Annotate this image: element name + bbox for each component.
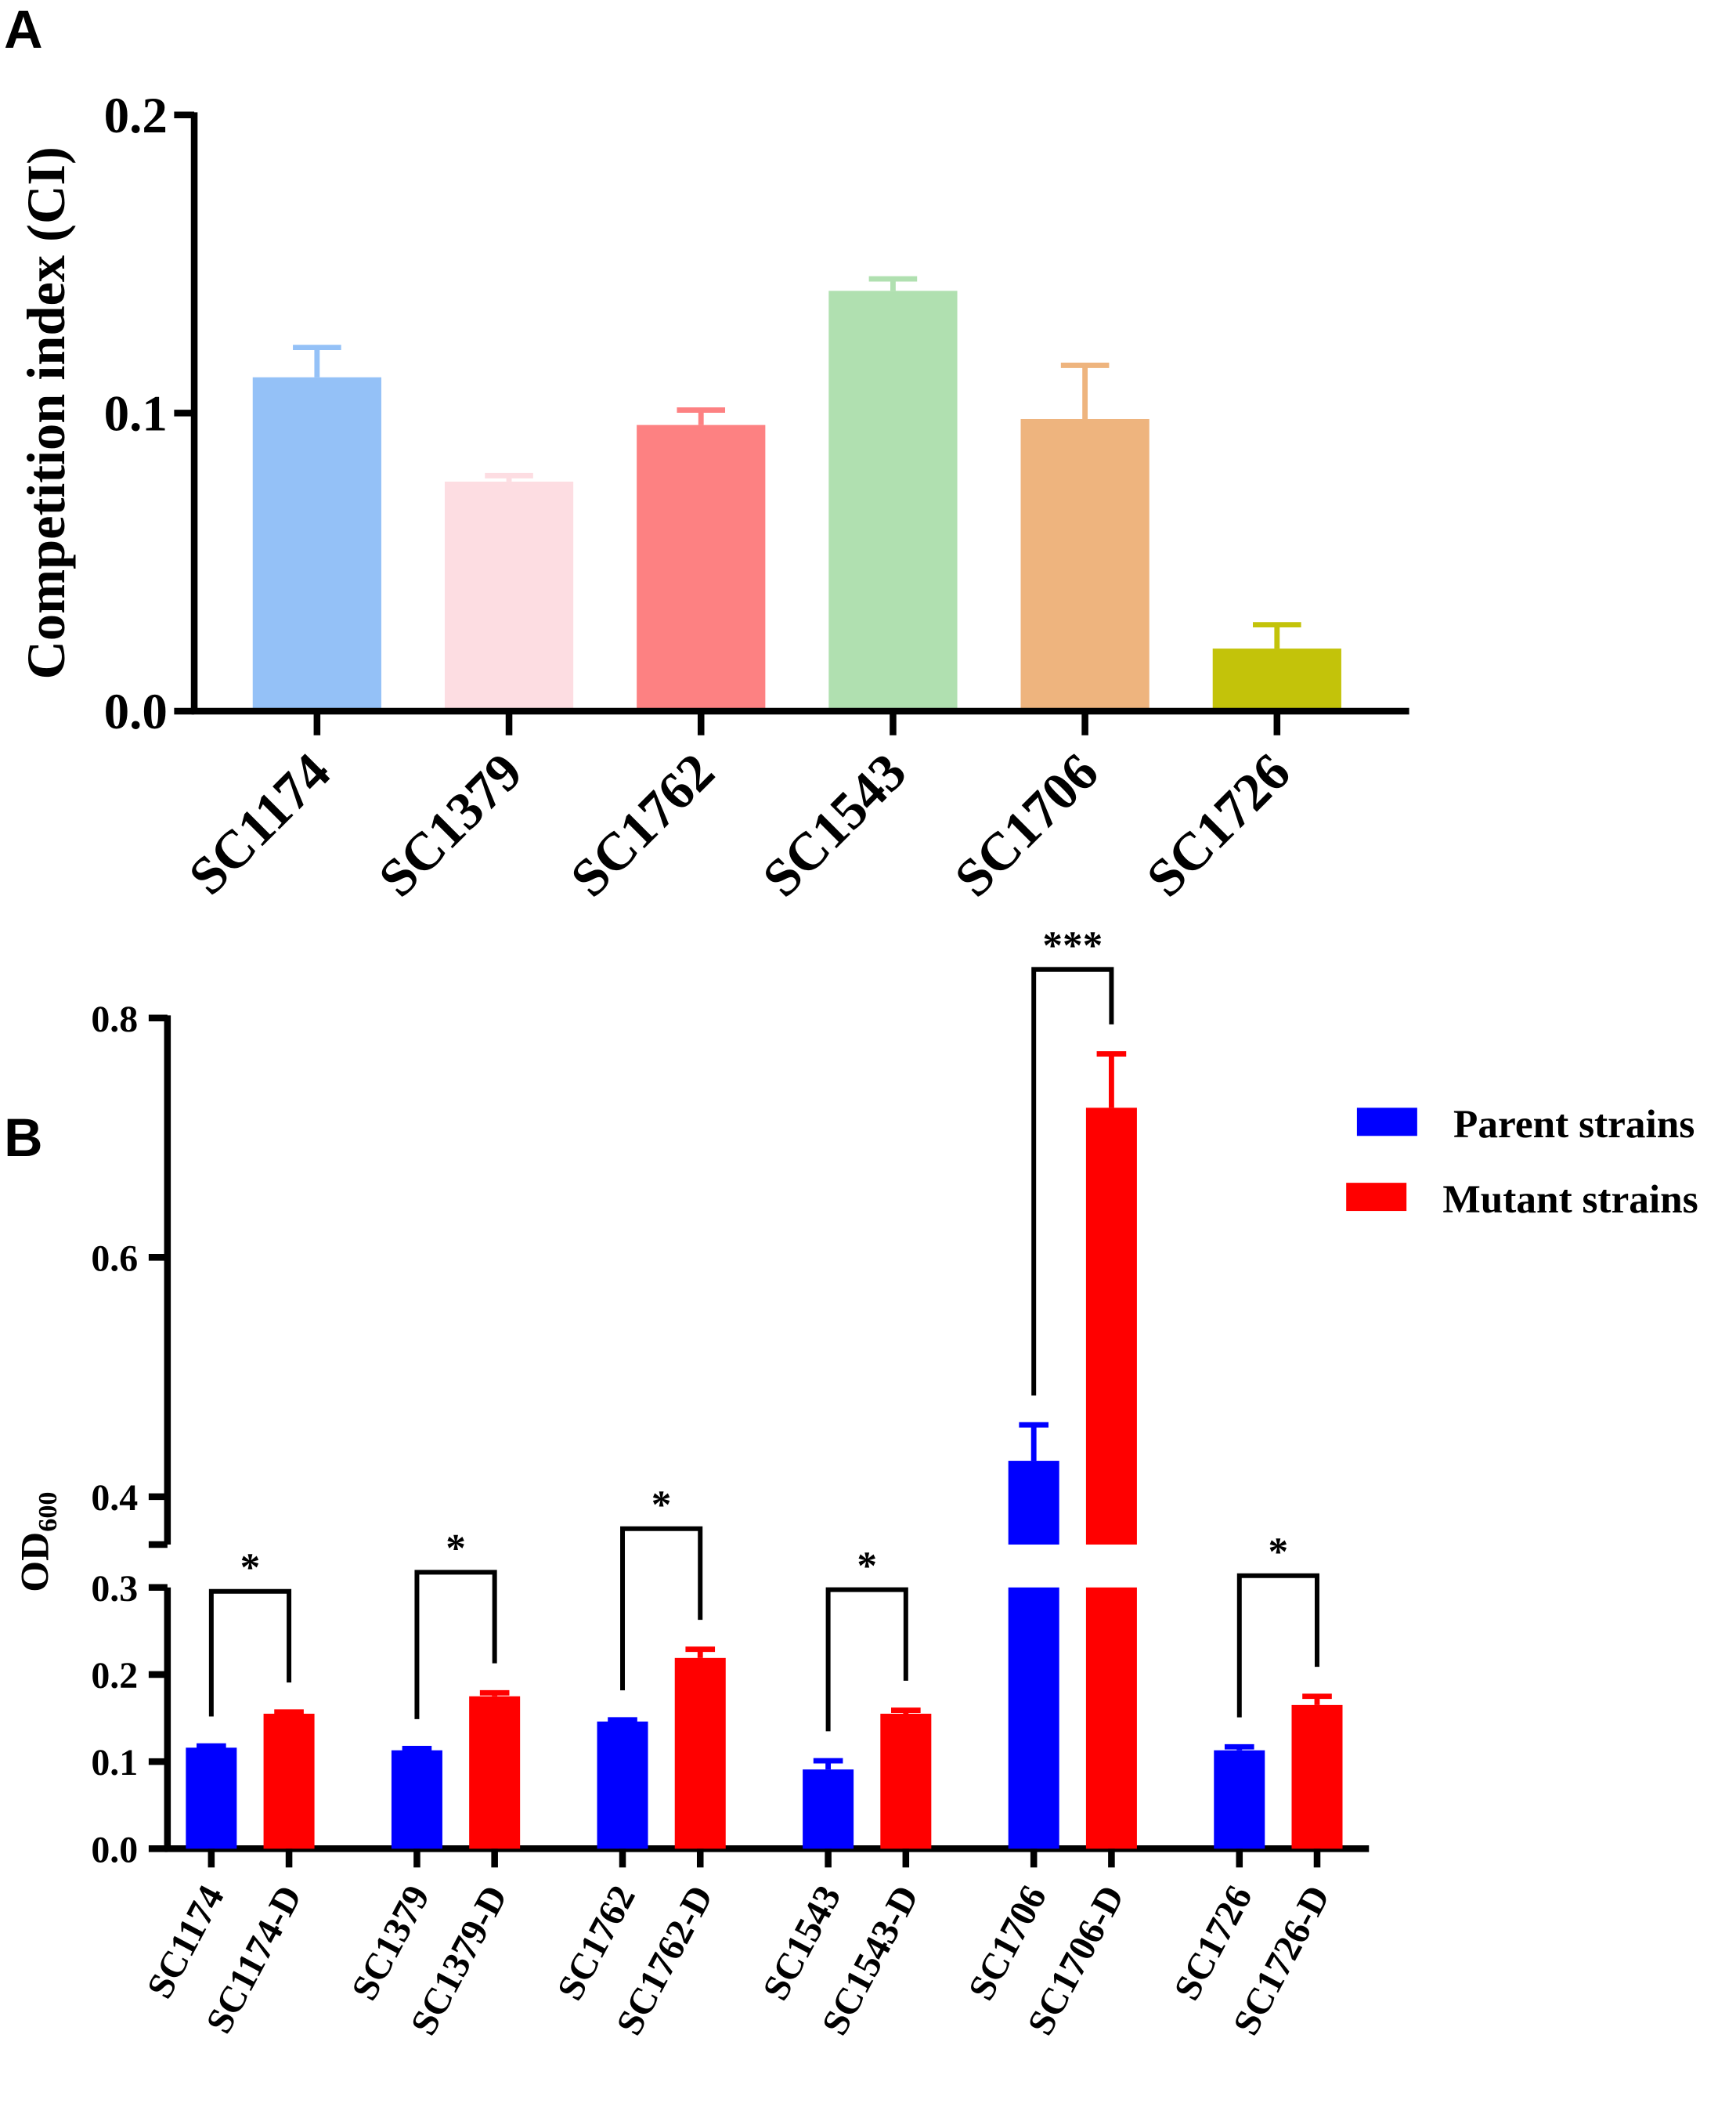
y-tick-label: 0.2 — [104, 88, 168, 144]
bar — [880, 1713, 932, 1849]
x-tick-label: SC1706 — [943, 742, 1109, 908]
panel-label: A — [4, 0, 42, 60]
bar — [597, 1721, 648, 1849]
y-tick-label: 0.8 — [91, 999, 138, 1040]
bar-upper — [1085, 1108, 1137, 1545]
y-tick-label: 0.0 — [91, 1829, 138, 1870]
significance-bracket — [620, 1526, 703, 1691]
significance-bracket — [208, 1588, 292, 1717]
y-tick-label: 0.3 — [91, 1568, 138, 1610]
panel-label: B — [4, 1108, 42, 1168]
y-tick-label: 0.0 — [104, 684, 168, 740]
legend-label: Parent strains — [1453, 1102, 1694, 1147]
y-axis-label: Competition index (CI) — [16, 146, 76, 679]
significance-bracket — [825, 1587, 908, 1732]
significance-label: * — [1269, 1530, 1289, 1574]
significance-label: *** — [1042, 923, 1103, 968]
significance-bracket — [1236, 1573, 1319, 1718]
bar — [469, 1696, 521, 1849]
y-tick-label: 0.2 — [91, 1655, 138, 1696]
bar — [1291, 1704, 1343, 1849]
significance-label: * — [651, 1483, 672, 1527]
y-axis-label: OD600 — [13, 1491, 63, 1592]
bar-upper — [1008, 1461, 1059, 1545]
significance-bracket — [414, 1570, 497, 1719]
bar — [674, 1657, 726, 1849]
y-tick-label: 0.1 — [104, 386, 168, 443]
bar — [637, 425, 766, 711]
x-tick-label: SC1379 — [367, 742, 533, 908]
bar — [828, 291, 958, 711]
significance-label: * — [857, 1544, 877, 1588]
bar — [1214, 1750, 1265, 1849]
bar — [391, 1750, 442, 1849]
significance-bracket — [1031, 967, 1114, 1396]
y-axis-label-main: OD — [13, 1532, 58, 1592]
y-axis-label-sub: 600 — [34, 1491, 63, 1531]
significance-label: * — [446, 1527, 466, 1571]
x-tick-label: SC1762 — [559, 742, 725, 908]
significance-label: * — [240, 1545, 261, 1590]
bar-lower — [1085, 1587, 1137, 1849]
x-tick-label: SC1174 — [177, 742, 341, 906]
bar — [252, 377, 381, 711]
bar — [186, 1747, 237, 1849]
bar — [1212, 649, 1341, 711]
bar-lower — [1008, 1587, 1059, 1849]
x-tick-label: SC1726 — [1135, 742, 1301, 908]
bar — [444, 481, 574, 711]
y-tick-label: 0.1 — [91, 1742, 138, 1783]
legend-swatch — [1356, 1108, 1417, 1136]
bar — [1020, 418, 1150, 711]
legend-label: Mutant strains — [1442, 1177, 1698, 1222]
legend-swatch — [1346, 1183, 1407, 1212]
y-tick-label: 0.6 — [91, 1238, 138, 1279]
y-tick-label: 0.4 — [91, 1477, 138, 1519]
bar — [803, 1769, 854, 1849]
x-tick-label: SC1543 — [751, 742, 917, 908]
bar — [263, 1713, 315, 1849]
